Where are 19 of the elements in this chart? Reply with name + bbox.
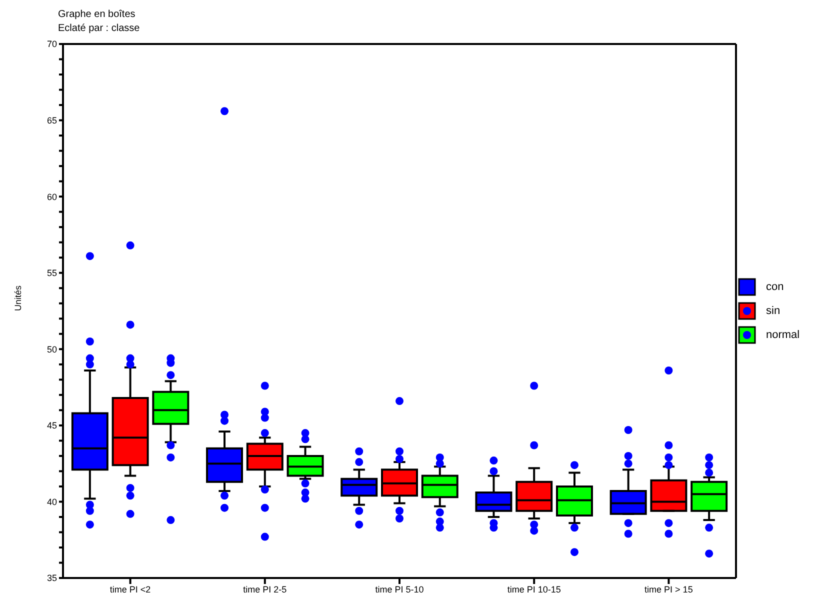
y-tick-label: 70 <box>46 39 57 50</box>
y-tick-label: 60 <box>46 192 57 202</box>
y-axis-title: Unités <box>13 284 24 311</box>
y-tick-label: 50 <box>46 344 57 354</box>
legend-label: con <box>766 281 784 293</box>
chart-subtitle: Eclaté par : classe <box>58 22 140 36</box>
y-tick-label: 45 <box>46 420 57 431</box>
y-tick-label: 55 <box>46 268 57 278</box>
x-tick-label: time PI 10-15 <box>507 584 561 594</box>
legend-label: sin <box>766 305 780 317</box>
x-tick-label: time PI 2-5 <box>243 584 287 594</box>
legend-label: normal <box>766 329 800 341</box>
x-tick-label: time PI 5-10 <box>375 584 424 594</box>
x-tick-label: time PI <2 <box>110 584 151 594</box>
y-tick-label: 35 <box>46 573 57 584</box>
x-tick-label: time PI > 15 <box>644 584 693 594</box>
y-tick-label: 65 <box>46 115 57 126</box>
chart-title: Graphe en boîtes <box>58 8 136 22</box>
y-tick-label: 40 <box>46 496 57 507</box>
